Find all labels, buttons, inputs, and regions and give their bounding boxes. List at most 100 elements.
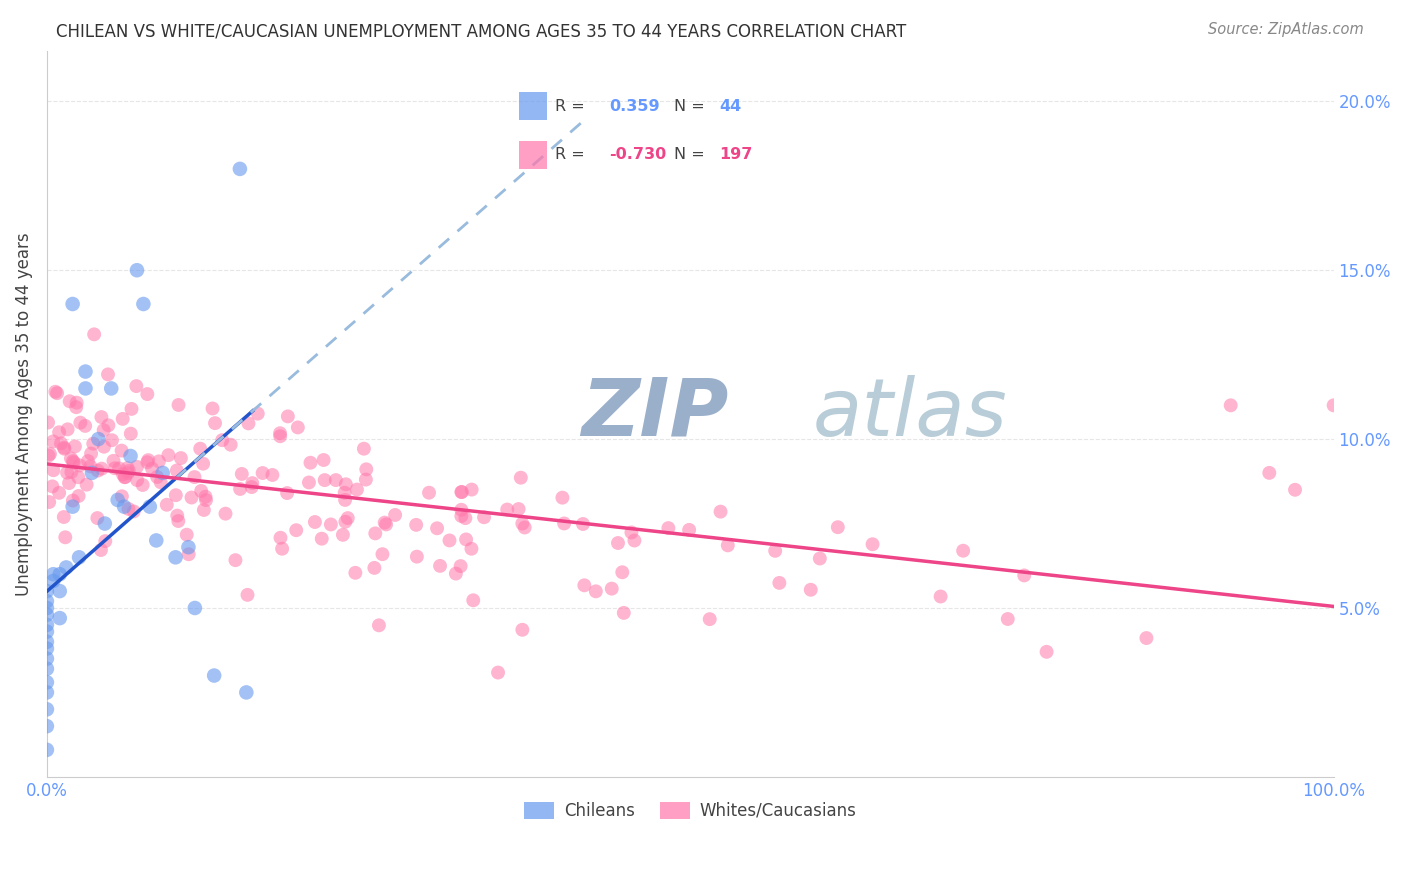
- Point: [176, 527, 198, 541]
- Point: [35, 743, 58, 757]
- Point: [1035, 645, 1057, 659]
- Point: [1219, 398, 1241, 412]
- Point: [39, 447, 62, 461]
- Point: [67, 550, 90, 565]
- Point: [35, 634, 58, 648]
- Point: [277, 409, 299, 424]
- Point: [125, 379, 148, 393]
- Point: [214, 507, 236, 521]
- Point: [335, 477, 357, 491]
- Point: [136, 455, 159, 469]
- Point: [204, 416, 226, 430]
- Point: [170, 451, 193, 466]
- Point: [513, 520, 536, 534]
- Point: [132, 297, 155, 311]
- Point: [87, 432, 110, 446]
- Y-axis label: Unemployment Among Ages 35 to 44 years: Unemployment Among Ages 35 to 44 years: [15, 232, 32, 596]
- Point: [246, 407, 269, 421]
- Point: [63, 440, 86, 454]
- Point: [157, 448, 180, 462]
- Point: [183, 470, 205, 484]
- Point: [60, 465, 83, 479]
- Point: [41, 479, 63, 493]
- Point: [510, 516, 533, 531]
- Point: [125, 459, 148, 474]
- Point: [509, 471, 531, 485]
- Point: [67, 470, 90, 484]
- Point: [125, 263, 148, 277]
- Point: [177, 540, 200, 554]
- Point: [463, 593, 485, 607]
- Point: [100, 381, 122, 395]
- Point: [460, 483, 482, 497]
- Point: [335, 515, 357, 529]
- Point: [405, 517, 427, 532]
- Point: [346, 483, 368, 497]
- Point: [75, 365, 97, 379]
- Point: [94, 516, 117, 531]
- Point: [97, 368, 120, 382]
- Point: [80, 466, 103, 480]
- Point: [298, 475, 321, 490]
- Point: [235, 685, 257, 699]
- Point: [1135, 631, 1157, 645]
- Point: [229, 482, 252, 496]
- Point: [75, 381, 97, 395]
- Point: [35, 651, 58, 665]
- Point: [262, 467, 284, 482]
- Point: [768, 575, 790, 590]
- Point: [67, 489, 90, 503]
- Point: [44, 384, 66, 399]
- Point: [117, 461, 139, 475]
- Point: [177, 547, 200, 561]
- Point: [929, 590, 952, 604]
- Point: [120, 426, 142, 441]
- Point: [353, 442, 375, 456]
- Point: [136, 453, 159, 467]
- Point: [276, 486, 298, 500]
- Point: [42, 574, 65, 588]
- Point: [111, 412, 134, 426]
- Point: [678, 523, 700, 537]
- Point: [56, 466, 79, 480]
- Point: [224, 553, 246, 567]
- Point: [62, 455, 84, 469]
- Point: [418, 485, 440, 500]
- Point: [472, 510, 495, 524]
- Point: [439, 533, 461, 548]
- Point: [90, 543, 112, 558]
- Point: [311, 532, 333, 546]
- Point: [35, 594, 58, 608]
- Point: [800, 582, 823, 597]
- Point: [111, 489, 134, 503]
- Point: [612, 566, 634, 580]
- Point: [188, 442, 211, 456]
- Point: [127, 473, 149, 487]
- Point: [405, 549, 427, 564]
- Point: [165, 550, 187, 565]
- Point: [195, 493, 218, 508]
- Point: [219, 438, 242, 452]
- Point: [184, 601, 207, 615]
- Point: [167, 398, 190, 412]
- Point: [69, 416, 91, 430]
- Point: [375, 517, 398, 532]
- Point: [110, 443, 132, 458]
- Point: [42, 434, 65, 449]
- Point: [114, 470, 136, 484]
- Point: [107, 492, 129, 507]
- Point: [79, 459, 101, 474]
- Point: [1258, 466, 1281, 480]
- Point: [486, 665, 509, 680]
- Point: [553, 516, 575, 531]
- Point: [62, 454, 84, 468]
- Point: [35, 675, 58, 690]
- Point: [146, 470, 169, 484]
- Point: [450, 485, 472, 500]
- Point: [149, 475, 172, 490]
- Point: [952, 543, 974, 558]
- Point: [83, 327, 105, 342]
- Point: [997, 612, 1019, 626]
- Point: [336, 511, 359, 525]
- Point: [121, 401, 143, 416]
